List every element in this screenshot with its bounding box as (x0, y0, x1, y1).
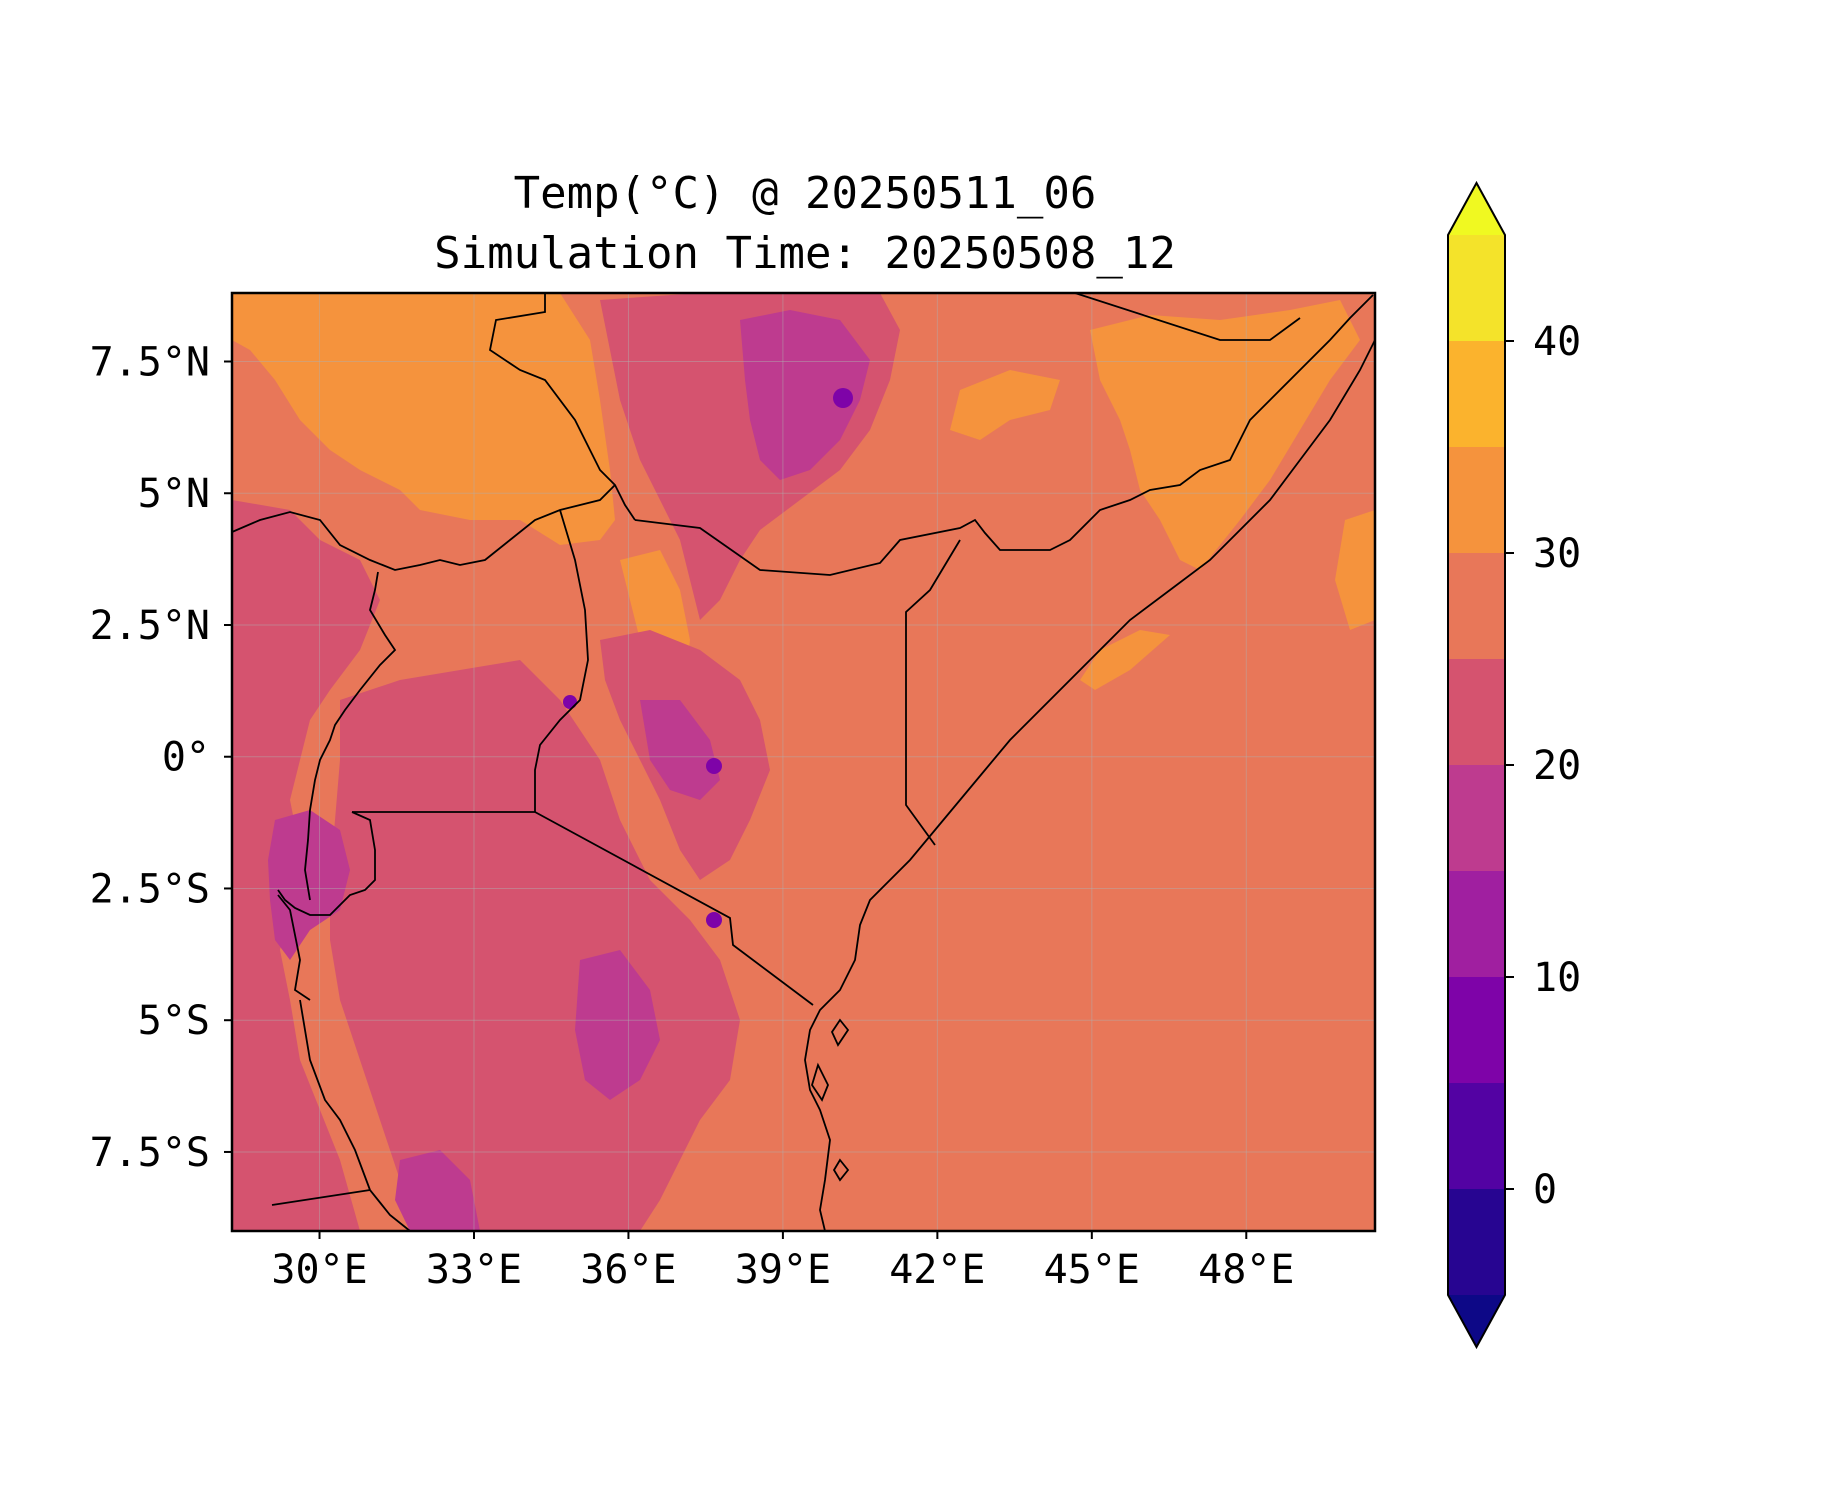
field-cool-kenya (640, 700, 720, 800)
field-cool-tanzania (575, 950, 660, 1100)
colorbar-segment (1448, 341, 1505, 447)
border-ethiopia-somalia-north (1074, 293, 1301, 341)
colorbar-tick-label: 20 (1533, 743, 1581, 789)
border-burundi (277, 894, 311, 1001)
field-hot-ogaden (1090, 300, 1360, 570)
field-peak-elgon (563, 695, 577, 709)
x-tick-label: 39°E (735, 1247, 831, 1293)
x-tick-label: 33°E (426, 1247, 522, 1293)
field-cool-ethiopia (740, 310, 870, 480)
border-south-sudan-ethiopia (488, 293, 636, 521)
field-highlands-uganda-tanzania (330, 660, 740, 1231)
y-tick-label: 7.5°S (90, 1130, 210, 1176)
plot-frame (230, 291, 1377, 1233)
y-tick-label: 7.5°N (90, 340, 210, 386)
border-lake-tanganyika (299, 999, 411, 1231)
y-tick-label: 2.5°S (90, 866, 210, 912)
colorbar-tick-label: 30 (1533, 531, 1581, 577)
boundaries (232, 293, 1375, 1231)
y-tick-label: 0° (162, 735, 210, 781)
border-uganda-north (232, 484, 616, 571)
field-peak-mt-kenya (706, 758, 722, 774)
y-axis: 7.5°N 5°N 2.5°N 0° 2.5°S 5°S 7.5°S (90, 340, 232, 1176)
colorbar-segment (1448, 1083, 1505, 1189)
field-hot-sudan (232, 293, 615, 545)
colorbar-segment (1448, 765, 1505, 871)
colorbar-extend-max (1448, 183, 1505, 235)
border-zambia (271, 1189, 371, 1206)
y-tick-label: 5°S (138, 998, 210, 1044)
field-peak-kilimanjaro (706, 912, 722, 928)
x-tick-label: 42°E (889, 1247, 985, 1293)
x-tick-label: 45°E (1044, 1247, 1140, 1293)
border-kenya-tanzania (534, 811, 814, 1006)
colorbar-segment (1448, 871, 1505, 977)
field-cool-rwanda (268, 810, 350, 960)
colorbar-tick-label: 10 (1533, 955, 1581, 1001)
field-peak-ethiopia (833, 388, 853, 408)
temperature-field (232, 293, 1375, 1231)
x-tick-label: 36°E (580, 1247, 676, 1293)
colorbar-extend-min (1448, 1295, 1505, 1347)
coastline-east-africa (804, 339, 1375, 1231)
field-cool-southern (395, 1150, 480, 1231)
colorbar-outline (1447, 180, 1506, 1350)
colorbar: 0 10 20 30 40 (1447, 180, 1581, 1350)
map-title-line2: Simulation Time: 20250508_12 (434, 228, 1176, 279)
field-highlands-west (232, 500, 380, 1231)
colorbar-segment (1448, 235, 1505, 341)
field-hot-somalia-coast (1335, 510, 1375, 630)
coastline-islands (811, 1018, 850, 1182)
colorbar-tick-label: 40 (1533, 319, 1581, 365)
colorbar-segment (1448, 977, 1505, 1083)
y-tick-label: 2.5°N (90, 603, 210, 649)
colorbar-tick-label: 0 (1533, 1167, 1557, 1213)
border-ethiopia-kenya (634, 294, 1374, 576)
colorbar-segment (1448, 1189, 1505, 1295)
border-rwanda-burundi (277, 811, 376, 916)
x-tick-label: 30°E (271, 1247, 367, 1293)
colorbar-segment (1448, 659, 1505, 765)
border-kenya-somalia (905, 539, 961, 846)
field-hot-ethiopia-east (950, 370, 1060, 440)
field-hot-coast-strip (1080, 630, 1170, 690)
map-title-line1: Temp(°C) @ 20250511_06 (513, 168, 1097, 219)
x-axis: 30°E 33°E 36°E 39°E 42°E 45°E 48°E (271, 1231, 1294, 1293)
x-tick-label: 48°E (1198, 1247, 1294, 1293)
border-drc-uganda (304, 571, 397, 901)
y-tick-label: 5°N (138, 471, 210, 517)
colorbar-segment (1448, 553, 1505, 659)
colorbar-segment (1448, 447, 1505, 553)
border-uganda-kenya (534, 509, 589, 812)
